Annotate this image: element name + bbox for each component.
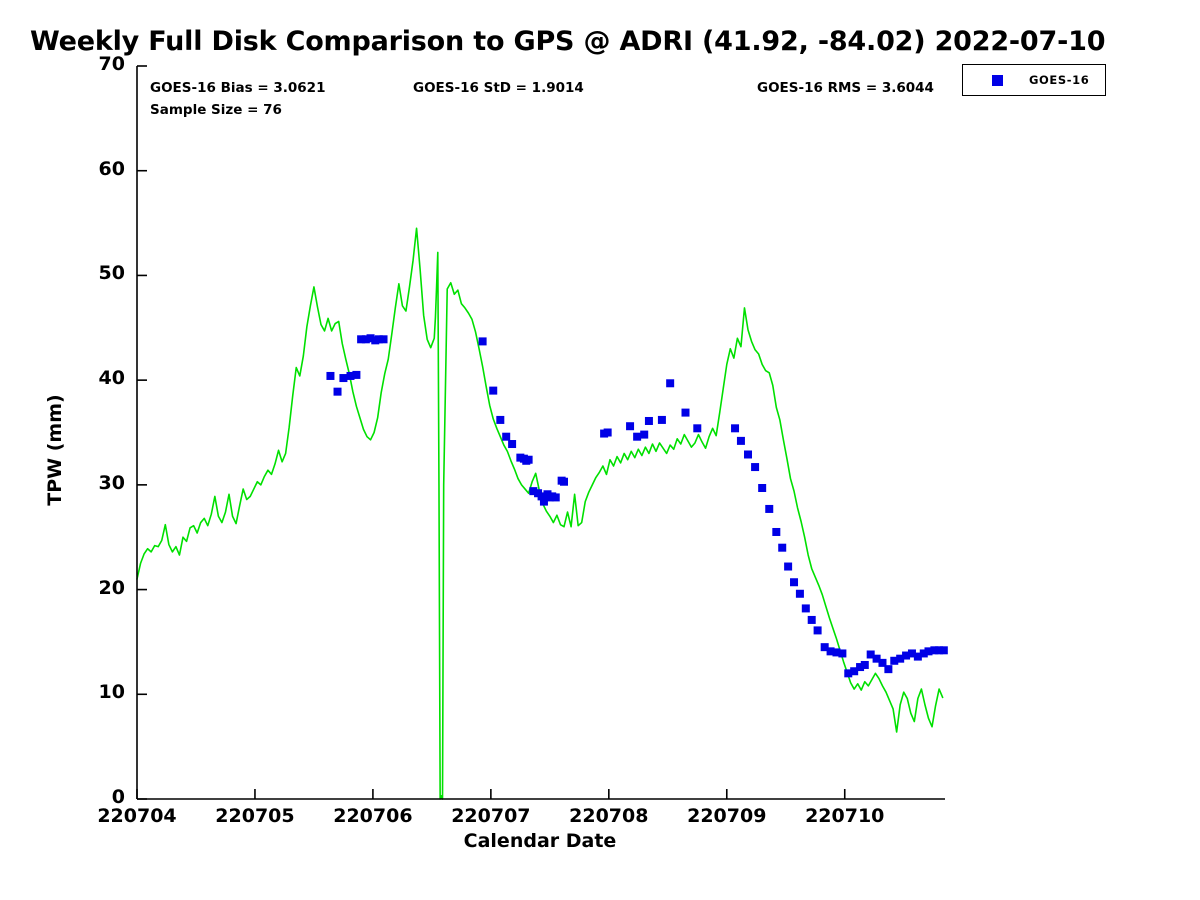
- scatter-point: [919, 649, 928, 658]
- scatter-point: [560, 477, 568, 486]
- scatter-point: [884, 665, 893, 674]
- stat-bias-text: GOES-16 Bias = 3.0621: [150, 80, 326, 96]
- scatter-point: [784, 562, 793, 571]
- scatter-point: [765, 504, 774, 513]
- y-tick-label: 30: [98, 471, 125, 494]
- axes: [136, 65, 945, 800]
- legend-label: GOES-16: [1029, 73, 1090, 87]
- scatter-point: [758, 484, 767, 492]
- scatter-point: [935, 646, 944, 655]
- scatter-point: [508, 440, 517, 449]
- scatter-point: [537, 492, 546, 501]
- scatter-point: [930, 646, 939, 655]
- scatter-point: [850, 667, 859, 676]
- x-tick-label: 220710: [805, 805, 885, 827]
- scatter-point: [772, 527, 781, 536]
- scatter-point: [872, 654, 881, 663]
- scatter-point: [633, 432, 642, 441]
- scatter-point: [640, 430, 649, 439]
- scatter-point: [551, 493, 560, 502]
- scatter-point: [666, 379, 675, 388]
- y-tick-label: 40: [98, 367, 125, 390]
- x-tick-label: 220707: [451, 805, 531, 827]
- gps-line-series: [136, 227, 944, 800]
- scatter-point: [924, 647, 933, 656]
- scatter-point: [681, 408, 690, 417]
- y-tick-label: 20: [98, 576, 125, 599]
- scatter-point: [346, 371, 355, 380]
- y-tick-label: 0: [111, 786, 125, 808]
- scatter-point: [524, 455, 533, 464]
- stat-std-text: GOES-16 StD = 1.9014: [413, 80, 584, 96]
- scatter-point: [736, 436, 745, 445]
- legend-marker-icon: [992, 74, 1003, 86]
- scatter-point: [502, 432, 511, 441]
- x-axis-label: Calendar Date: [463, 830, 617, 852]
- scatter-point: [489, 386, 498, 395]
- y-tick-label: 70: [98, 53, 125, 75]
- scatter-point: [902, 651, 911, 660]
- y-tick-label: 10: [98, 681, 125, 704]
- scatter-point: [826, 647, 835, 656]
- scatter-point: [896, 654, 905, 663]
- scatter-point: [693, 424, 702, 433]
- chart-title: Weekly Full Disk Comparison to GPS @ ADR…: [30, 26, 1106, 57]
- x-tick-label: 220708: [569, 805, 649, 827]
- scatter-point: [333, 387, 342, 396]
- stat-sample-size-text: Sample Size = 76: [150, 102, 282, 118]
- scatter-point: [352, 370, 361, 379]
- x-tick-label: 220705: [215, 805, 295, 827]
- scatter-point: [496, 415, 505, 424]
- scatter-point: [357, 335, 366, 344]
- x-tick-label: 220709: [687, 805, 767, 827]
- goes16-scatter-series: [326, 334, 948, 678]
- scatter-point: [478, 337, 487, 346]
- scatter-point: [644, 416, 653, 425]
- scatter-point: [807, 615, 816, 624]
- scatter-point: [657, 415, 666, 424]
- scatter-point: [626, 422, 635, 431]
- scatter-point: [751, 463, 760, 472]
- scatter-point: [366, 334, 375, 343]
- scatter-point: [339, 374, 348, 383]
- x-tick-label: 220704: [97, 805, 177, 827]
- stat-rms-text: GOES-16 RMS = 3.6044: [757, 80, 934, 96]
- scatter-point: [820, 643, 829, 652]
- scatter-point: [529, 487, 538, 496]
- scatter-point: [878, 658, 887, 667]
- scatter-point: [326, 371, 335, 380]
- scatter-point: [890, 656, 899, 665]
- scatter-point: [374, 335, 383, 344]
- scatter-point: [913, 652, 922, 661]
- scatter-point: [379, 335, 388, 344]
- scatter-point: [361, 335, 370, 344]
- scatter-point: [866, 650, 875, 659]
- scatter-point: [744, 450, 753, 459]
- scatter-point: [790, 578, 799, 587]
- scatter-point: [813, 626, 822, 635]
- legend: GOES-16: [962, 64, 1106, 96]
- scatter-point: [939, 646, 948, 655]
- scatter-point: [795, 589, 804, 598]
- scatter-point: [778, 543, 787, 552]
- scatter-point: [731, 424, 740, 433]
- y-tick-label: 50: [98, 262, 125, 285]
- scatter-point: [603, 428, 612, 437]
- scatter-point: [801, 604, 810, 613]
- scatter-point: [832, 648, 841, 657]
- scatter-point: [860, 660, 869, 669]
- x-tick-label: 220706: [333, 805, 413, 827]
- y-tick-label: 60: [98, 157, 125, 180]
- scatter-point: [856, 663, 865, 672]
- scatter-point: [907, 649, 916, 658]
- scatter-point: [539, 497, 548, 506]
- scatter-point: [838, 649, 847, 658]
- scatter-point: [844, 669, 853, 678]
